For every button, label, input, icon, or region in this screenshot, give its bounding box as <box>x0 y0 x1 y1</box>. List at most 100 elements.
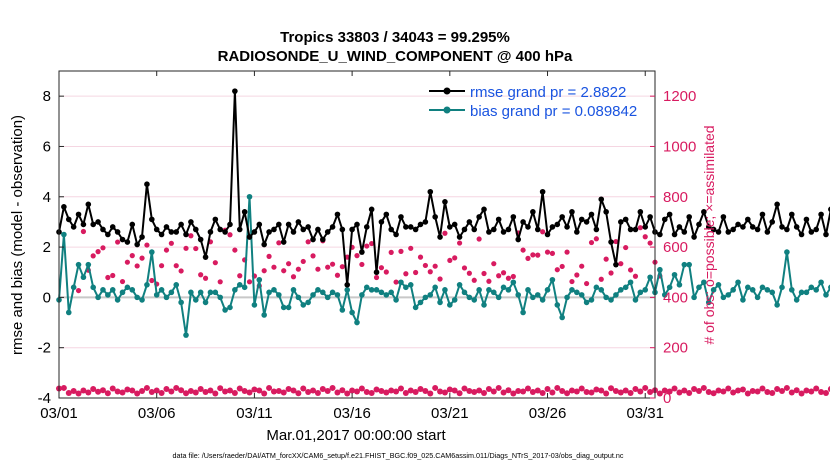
bias-marker <box>109 287 116 293</box>
obs-assimilated-marker <box>153 387 160 394</box>
bias-marker <box>373 287 380 293</box>
bias-marker <box>217 294 224 301</box>
rmse-marker <box>349 226 355 233</box>
bias-marker <box>539 297 546 303</box>
obs-assimilated-marker <box>686 389 693 396</box>
obs-assimilated-marker <box>143 384 150 391</box>
obs-assimilated-marker <box>568 387 575 394</box>
obs-assimilated-marker <box>647 388 654 395</box>
obs-assimilated-marker <box>305 388 312 395</box>
obs-possible-marker <box>246 279 253 285</box>
bias-marker <box>583 299 590 306</box>
obs-assimilated-marker <box>119 389 126 396</box>
bias-marker <box>657 266 663 273</box>
obs-assimilated-marker <box>236 385 243 392</box>
obs-assimilated-marker <box>622 387 629 394</box>
rmse-marker <box>412 226 419 233</box>
obs-assimilated-marker <box>783 384 790 391</box>
obs-possible-marker <box>129 253 135 259</box>
bias-marker <box>285 304 292 311</box>
obs-assimilated-marker <box>432 384 439 391</box>
obs-assimilated-marker <box>822 389 829 396</box>
bias-marker <box>183 332 189 338</box>
rmse-marker <box>271 226 277 233</box>
obs-assimilated-marker <box>85 389 92 396</box>
rmse-marker <box>378 219 385 225</box>
rmse-marker <box>403 224 409 230</box>
bias-marker <box>363 284 370 291</box>
bias-marker <box>578 292 585 298</box>
obs-possible-marker <box>295 266 301 272</box>
bias-marker <box>686 261 692 268</box>
bias-marker <box>608 297 614 303</box>
left-tick-label: 6 <box>43 138 51 155</box>
rmse-marker <box>217 226 224 233</box>
bias-marker <box>412 304 419 311</box>
bias-marker <box>456 282 463 288</box>
obs-assimilated-marker <box>70 387 77 394</box>
obs-possible-marker <box>408 245 414 251</box>
rmse-marker <box>642 224 649 230</box>
bias-marker <box>486 287 492 293</box>
obs-assimilated-marker <box>710 390 717 397</box>
rmse-marker <box>618 219 624 225</box>
obs-possible-marker <box>535 252 541 258</box>
obs-assimilated-marker <box>339 387 346 394</box>
obs-possible-marker <box>90 253 96 259</box>
obs-assimilated-marker <box>754 388 761 395</box>
obs-assimilated-marker <box>818 388 825 395</box>
rmse-marker <box>588 211 595 218</box>
bias-marker <box>715 282 722 288</box>
rmse-marker <box>691 234 697 240</box>
legend: rmse grand pr = 2.8822 bias grand pr = 0… <box>429 84 637 120</box>
obs-assimilated-marker <box>461 385 468 392</box>
obs-assimilated-marker <box>730 389 737 396</box>
bias-marker <box>490 289 497 296</box>
obs-possible-marker <box>486 278 492 284</box>
bias-marker <box>163 294 170 301</box>
obs-possible-marker <box>466 270 472 276</box>
obs-possible-marker <box>281 268 287 274</box>
obs-assimilated-marker <box>256 387 263 394</box>
bias-marker <box>505 287 512 293</box>
obs-assimilated-marker <box>456 390 463 397</box>
rmse-marker <box>354 221 360 228</box>
rmse-marker <box>393 231 399 238</box>
obs-assimilated-marker <box>510 390 517 397</box>
rmse-marker <box>437 234 443 240</box>
bias-marker <box>310 292 316 298</box>
obs-assimilated-marker <box>393 388 400 395</box>
obs-possible-marker <box>598 276 604 282</box>
obs-possible-marker <box>193 245 199 252</box>
obs-possible-marker <box>569 278 575 285</box>
rmse-marker <box>388 226 394 233</box>
rmse-marker <box>808 229 815 235</box>
obs-possible-marker <box>115 239 121 245</box>
obs-possible-marker <box>388 249 394 255</box>
bias-marker <box>354 319 360 326</box>
obs-possible-marker <box>627 267 634 273</box>
bias-marker <box>398 279 404 286</box>
rmse-marker <box>168 229 175 235</box>
bias-marker <box>407 282 414 288</box>
bias-marker <box>622 284 629 291</box>
bias-series <box>56 193 830 338</box>
obs-assimilated-marker <box>603 390 610 397</box>
obs-assimilated-marker <box>358 385 365 392</box>
bias-marker <box>710 287 717 293</box>
obs-possible-marker <box>139 255 145 261</box>
bias-marker <box>168 289 175 296</box>
obs-assimilated-marker <box>666 388 673 395</box>
obs-assimilated-marker <box>300 385 307 392</box>
bias-marker <box>329 289 336 296</box>
obs-possible-marker <box>163 247 170 253</box>
obs-assimilated-marker <box>388 387 395 394</box>
rmse-marker <box>320 236 326 243</box>
obs-possible-marker <box>520 247 526 253</box>
rmse-marker <box>324 229 331 235</box>
obs-possible-marker <box>276 240 282 246</box>
rmse-marker <box>119 236 126 243</box>
bias-marker <box>549 276 556 283</box>
x-tick-label: 03/21 <box>431 405 469 422</box>
rmse-marker <box>344 282 351 288</box>
